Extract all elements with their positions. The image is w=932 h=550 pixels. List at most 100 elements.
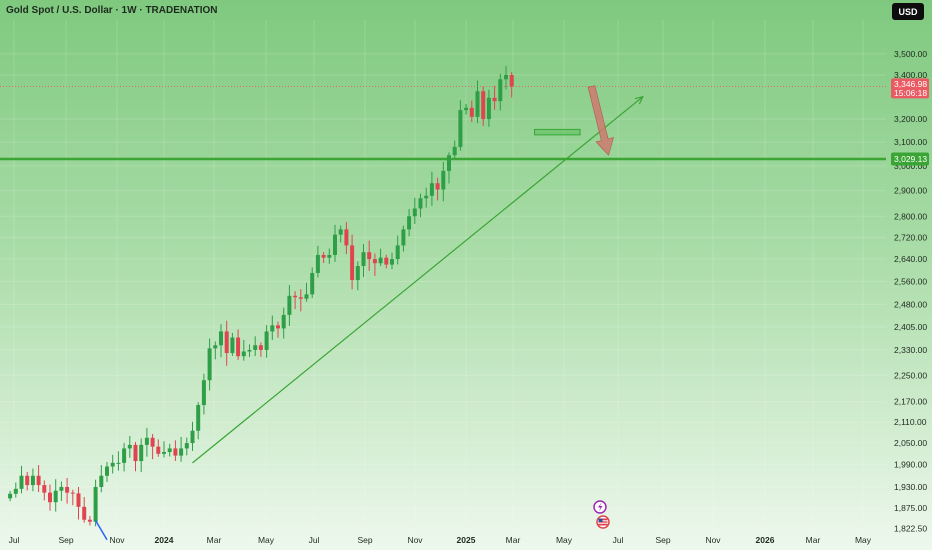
price-tick-label: 2,050.00 — [894, 438, 927, 448]
price-tick-label: 2,405.00 — [894, 322, 927, 332]
candle-body — [53, 490, 58, 503]
flag-stripes — [598, 518, 608, 526]
candle-body — [338, 229, 343, 235]
candle-body — [435, 183, 440, 190]
dividend-event-icon[interactable] — [593, 500, 607, 514]
candle-body — [224, 331, 229, 354]
currency-button[interactable]: USD — [892, 3, 924, 20]
candle-body — [82, 506, 87, 520]
drawings-back — [0, 86, 886, 161]
candle-body — [8, 493, 13, 499]
candle-body — [458, 110, 463, 147]
candle-body — [481, 91, 486, 120]
candle-body — [230, 337, 235, 354]
price-tick-label: 1,930.00 — [894, 482, 927, 492]
chart-title: Gold Spot / U.S. Dollar · 1W · TRADENATI… — [6, 5, 218, 16]
small-trendline — [94, 520, 108, 541]
candle-body — [207, 348, 212, 381]
candle-body — [70, 492, 75, 494]
candle-body — [13, 488, 18, 494]
price-tick-label: 3,500.00 — [894, 49, 927, 59]
support-price-value: 3,029.13 — [894, 154, 927, 164]
trendline — [192, 96, 644, 464]
candle-body — [190, 430, 195, 444]
candle-body — [36, 475, 41, 486]
time-tick-label: Mar — [207, 535, 222, 545]
price-tick-label: 2,170.00 — [894, 397, 927, 407]
candle-body — [469, 107, 474, 117]
time-axis[interactable]: Jul Sep Nov 2024 Mar May Jul Sep Nov 2025 Mar May Ju… — [9, 535, 872, 545]
candle-body — [509, 75, 514, 87]
candle-body — [293, 295, 298, 298]
price-tick-label: 1,875.00 — [894, 503, 927, 513]
candle-body — [25, 475, 30, 486]
candle-body — [475, 91, 480, 117]
time-tick-label: 2026 — [756, 535, 775, 545]
candle-body — [298, 297, 303, 299]
candle-body — [122, 448, 127, 463]
candle-body — [264, 331, 269, 350]
time-tick-label: May — [855, 535, 872, 545]
candle-body — [105, 466, 109, 476]
time-tick-label: May — [556, 535, 573, 545]
candle-body — [350, 245, 355, 281]
drawings-front[interactable] — [94, 85, 644, 541]
candle-body — [441, 170, 446, 190]
candle-body — [281, 314, 286, 329]
candle-body — [344, 229, 349, 246]
price-tick-label: 3,100.00 — [894, 137, 927, 147]
candle-body — [270, 325, 275, 332]
candle-body — [424, 195, 429, 199]
price-tick-label: 2,560.00 — [894, 276, 927, 286]
candle-body — [315, 254, 320, 273]
down-arrow — [587, 85, 614, 156]
candle-body — [492, 97, 497, 102]
candle-body — [367, 252, 372, 260]
candle-body — [65, 486, 70, 493]
time-tick-label: Mar — [506, 535, 521, 545]
candle-body — [401, 229, 406, 246]
candle-body — [93, 486, 98, 522]
candles — [8, 66, 514, 527]
candle-body — [504, 75, 508, 80]
candle-body — [258, 345, 263, 350]
candle-body — [247, 349, 252, 352]
price-tick-label: 2,330.00 — [894, 345, 927, 355]
candle-body — [236, 337, 241, 357]
candle-body — [304, 294, 309, 299]
price-tick-label: 2,720.00 — [894, 232, 927, 242]
candle-body — [253, 345, 258, 350]
trendline-arrowhead — [634, 95, 644, 105]
time-tick-label: Nov — [407, 535, 423, 545]
support-price-badge — [891, 152, 929, 166]
candle-body — [127, 444, 132, 449]
time-tick-label: 2025 — [457, 535, 476, 545]
flag-canton — [598, 518, 603, 522]
price-axis[interactable]: 3,500.00 3,400.00 3,200.00 3,100.00 3,000.00… — [888, 0, 932, 550]
event-icons[interactable] — [593, 500, 610, 529]
candle-body — [378, 257, 383, 264]
candle-body — [196, 405, 201, 431]
price-tick-label: 2,480.00 — [894, 300, 927, 310]
time-tick-label: May — [258, 535, 275, 545]
candle-body — [173, 448, 178, 456]
price-tick-label: 1,990.00 — [894, 460, 927, 470]
candle-body — [19, 475, 24, 489]
candle-body — [201, 380, 206, 406]
candle-body — [464, 107, 469, 111]
candle-body — [48, 492, 52, 503]
us-flag-event-icon[interactable] — [596, 515, 610, 529]
price-tick-label: 1,822.50 — [894, 524, 927, 534]
price-tick-label: 2,640.00 — [894, 254, 927, 264]
candle-body — [167, 448, 172, 453]
price-tick-label: 3,400.00 — [894, 70, 927, 80]
candle-body — [59, 486, 64, 491]
candle-body — [287, 295, 292, 315]
grid — [0, 20, 886, 532]
candle-body — [110, 462, 115, 467]
time-tick-label: Sep — [58, 535, 73, 545]
candle-body — [76, 493, 81, 507]
